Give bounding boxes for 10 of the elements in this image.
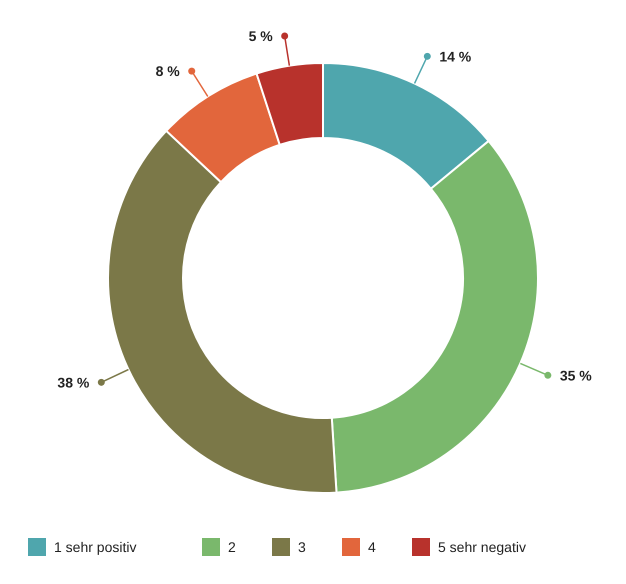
legend-label: 3 <box>298 539 306 555</box>
data-label: 14 % <box>439 48 472 64</box>
legend-label: 2 <box>228 539 236 555</box>
legend-label: 4 <box>368 539 376 555</box>
data-label: 8 % <box>156 63 180 80</box>
legend-label: 5 sehr negativ <box>438 539 526 555</box>
data-label: 5 % <box>248 28 274 44</box>
data-label: 35 % <box>560 367 592 384</box>
legend-label: 1 sehr positiv <box>54 539 136 555</box>
data-label: 38 % <box>57 374 90 390</box>
